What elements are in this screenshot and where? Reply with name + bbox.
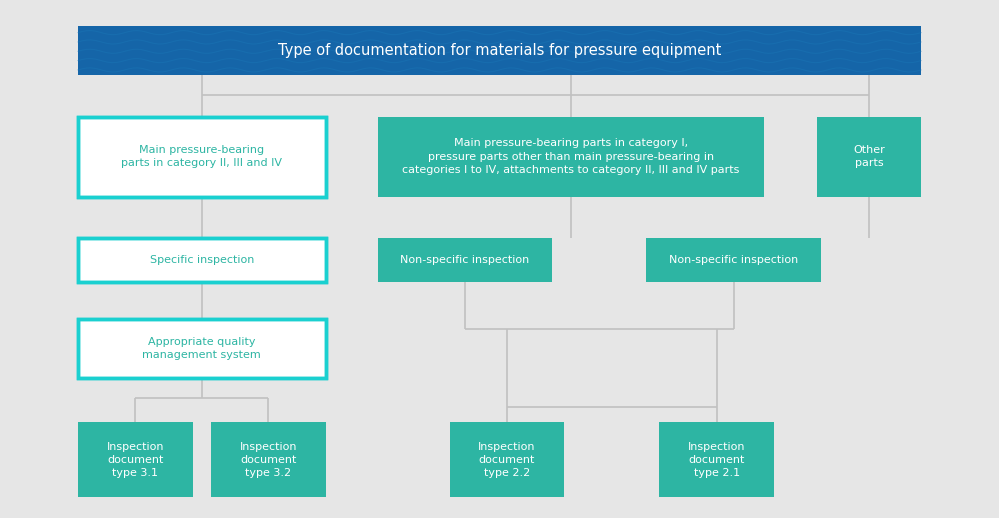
Text: Specific inspection: Specific inspection [150, 255, 254, 265]
Text: Inspection
document
type 2.2: Inspection document type 2.2 [479, 441, 535, 478]
FancyBboxPatch shape [378, 238, 552, 282]
FancyBboxPatch shape [78, 117, 326, 197]
FancyBboxPatch shape [78, 422, 193, 497]
FancyBboxPatch shape [646, 238, 821, 282]
Text: Main pressure-bearing parts in category I,
pressure parts other than main pressu: Main pressure-bearing parts in category … [403, 138, 739, 175]
Text: Inspection
document
type 2.1: Inspection document type 2.1 [688, 441, 745, 478]
FancyBboxPatch shape [450, 422, 564, 497]
FancyBboxPatch shape [817, 117, 921, 197]
Text: Non-specific inspection: Non-specific inspection [401, 255, 529, 265]
FancyBboxPatch shape [78, 26, 921, 75]
Text: Non-specific inspection: Non-specific inspection [669, 255, 798, 265]
FancyBboxPatch shape [659, 422, 774, 497]
Text: Appropriate quality
management system: Appropriate quality management system [143, 337, 261, 360]
Text: Type of documentation for materials for pressure equipment: Type of documentation for materials for … [278, 43, 721, 58]
FancyBboxPatch shape [378, 117, 764, 197]
FancyBboxPatch shape [78, 319, 326, 378]
FancyBboxPatch shape [211, 422, 326, 497]
FancyBboxPatch shape [78, 238, 326, 282]
Text: Other
parts: Other parts [853, 145, 885, 168]
Text: Main pressure-bearing
parts in category II, III and IV: Main pressure-bearing parts in category … [121, 145, 283, 168]
Text: Inspection
document
type 3.1: Inspection document type 3.1 [107, 441, 164, 478]
Text: Inspection
document
type 3.2: Inspection document type 3.2 [240, 441, 297, 478]
